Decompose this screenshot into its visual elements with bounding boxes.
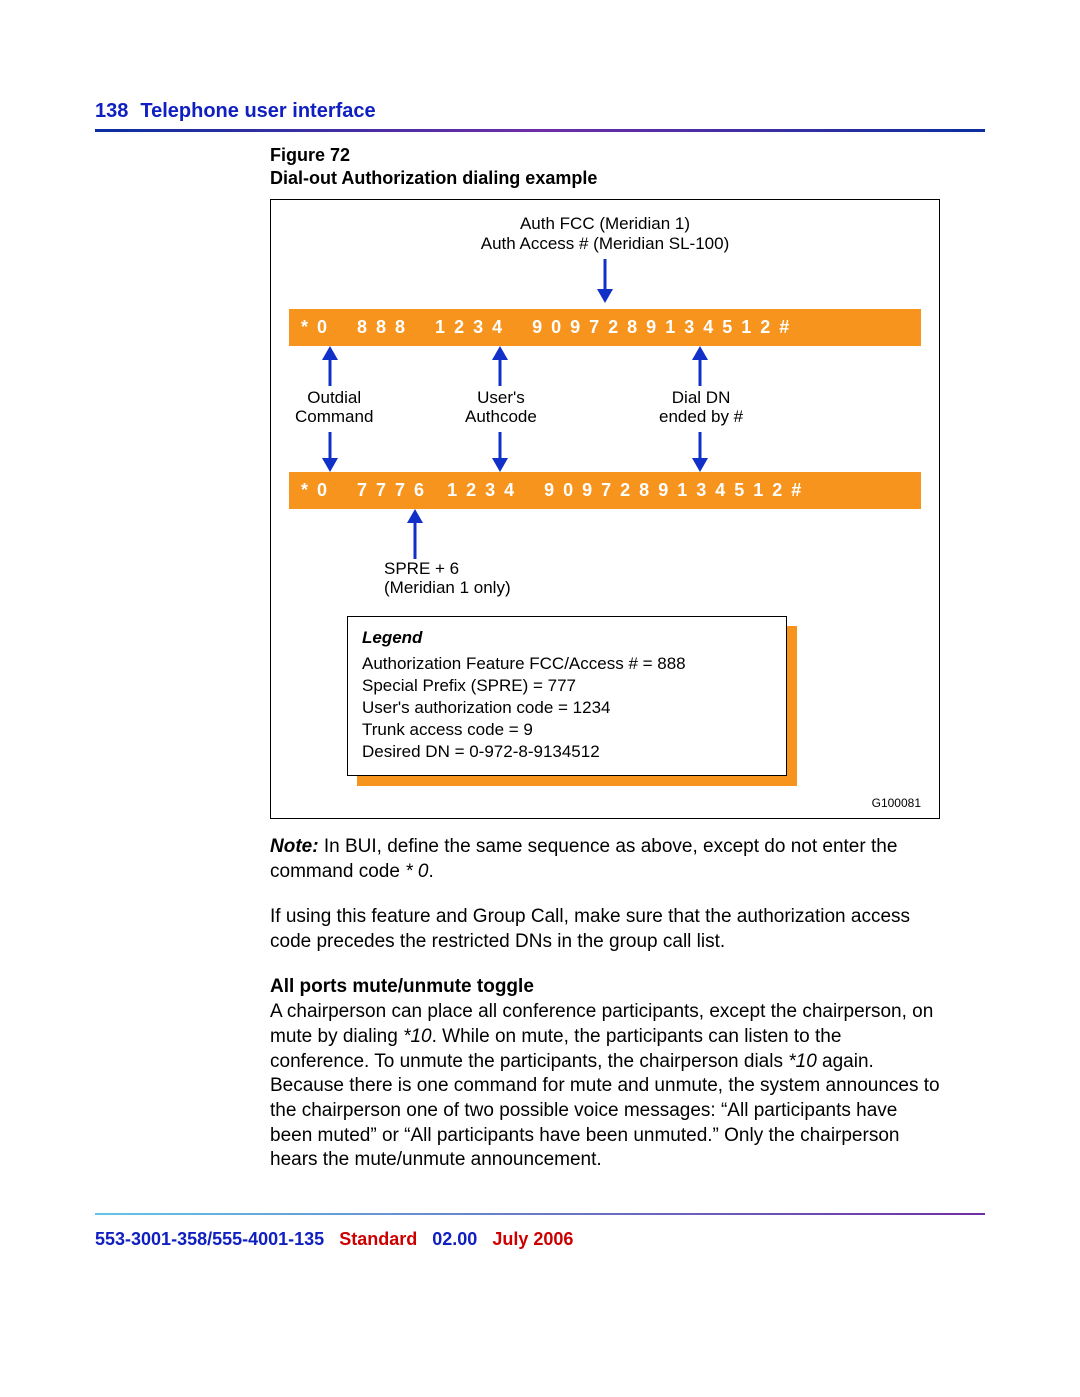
legend-line: Special Prefix (SPRE) = 777 — [362, 675, 772, 697]
legend-line: User's authorization code = 1234 — [362, 697, 772, 719]
section-title: Telephone user interface — [140, 100, 375, 123]
page-footer: 553-3001-358/555-4001-135 Standard 02.00… — [95, 1229, 985, 1250]
footer-standard: Standard — [339, 1229, 417, 1249]
dialdn-l2: ended by # — [659, 407, 743, 426]
footer-docnum: 553-3001-358/555-4001-135 — [95, 1229, 324, 1249]
legend-line: Authorization Feature FCC/Access # = 888 — [362, 653, 772, 675]
arrow-down-icon — [689, 432, 711, 472]
outdial-l1: Outdial — [307, 388, 361, 407]
dial-bar-2: * 0 7 7 7 6 1 2 3 4 9 0 9 7 2 8 9 1 3 4 … — [289, 472, 921, 509]
spre-label: SPRE + 6 (Meridian 1 only) — [384, 559, 921, 598]
note-period: . — [428, 861, 433, 882]
authcode-l1: User's — [477, 388, 525, 407]
body-paragraph: A chairperson can place all conference p… — [270, 1000, 940, 1173]
legend-line: Desired DN = 0-972-8-9134512 — [362, 741, 772, 763]
footer-rule — [95, 1213, 985, 1215]
outdial-label: Outdial Command — [295, 388, 373, 427]
arrow-up-icon — [319, 346, 341, 386]
arrow-row-spre — [289, 509, 921, 559]
page-header: 138 Telephone user interface — [95, 100, 985, 123]
footer-version: 02.00 — [432, 1229, 477, 1249]
arrow-up-icon — [404, 509, 426, 559]
dialdn-l1: Dial DN — [672, 388, 731, 407]
body-paragraph: If using this feature and Group Call, ma… — [270, 905, 940, 954]
arrow-down-icon — [489, 432, 511, 472]
figure-box: Auth FCC (Meridian 1) Auth Access # (Mer… — [270, 199, 940, 819]
authcode-label: User's Authcode — [465, 388, 537, 427]
subheading: All ports mute/unmute toggle — [270, 976, 940, 998]
figure-title: Dial-out Authorization dialing example — [270, 168, 597, 188]
arrow-row-down-1 — [289, 432, 921, 472]
figure-label: Figure 72 Dial-out Authorization dialing… — [270, 144, 940, 189]
figure-number: Figure 72 — [270, 145, 350, 165]
note-body: In BUI, define the same sequence as abov… — [270, 836, 897, 882]
legend-title: Legend — [362, 627, 772, 649]
mid-labels: Outdial Command User's Authcode Dial DN … — [289, 388, 921, 430]
note-paragraph: Note: In BUI, define the same sequence a… — [270, 835, 940, 884]
footer-date: July 2006 — [492, 1229, 573, 1249]
note-label: Note: — [270, 836, 319, 857]
dial-bar-1: * 0 8 8 8 1 2 3 4 9 0 9 7 2 8 9 1 3 4 5 … — [289, 309, 921, 346]
arrow-down-icon — [319, 432, 341, 472]
legend-line: Trunk access code = 9 — [362, 719, 772, 741]
header-rule — [95, 129, 985, 132]
spre-l2: (Meridian 1 only) — [384, 578, 511, 597]
figure-top-labels: Auth FCC (Meridian 1) Auth Access # (Mer… — [289, 214, 921, 255]
arrow-row-up-1 — [289, 346, 921, 386]
outdial-l2: Command — [295, 407, 373, 426]
arrow-down-icon — [594, 259, 616, 303]
para3-cmd2: *10 — [788, 1051, 817, 1072]
auth-fcc-label: Auth FCC (Meridian 1) — [520, 214, 690, 233]
dialdn-label: Dial DN ended by # — [659, 388, 743, 427]
arrow-up-icon — [689, 346, 711, 386]
page-number: 138 — [95, 100, 128, 123]
legend: Legend Authorization Feature FCC/Access … — [347, 616, 787, 777]
auth-access-label: Auth Access # (Meridian SL-100) — [481, 234, 730, 253]
arrow-up-icon — [489, 346, 511, 386]
note-command-val: * 0 — [405, 861, 428, 882]
authcode-l2: Authcode — [465, 407, 537, 426]
figure-code: G100081 — [289, 796, 921, 810]
spre-l1: SPRE + 6 — [384, 559, 459, 578]
para3-cmd1: *10 — [403, 1026, 432, 1047]
legend-box: Legend Authorization Feature FCC/Access … — [347, 616, 787, 777]
